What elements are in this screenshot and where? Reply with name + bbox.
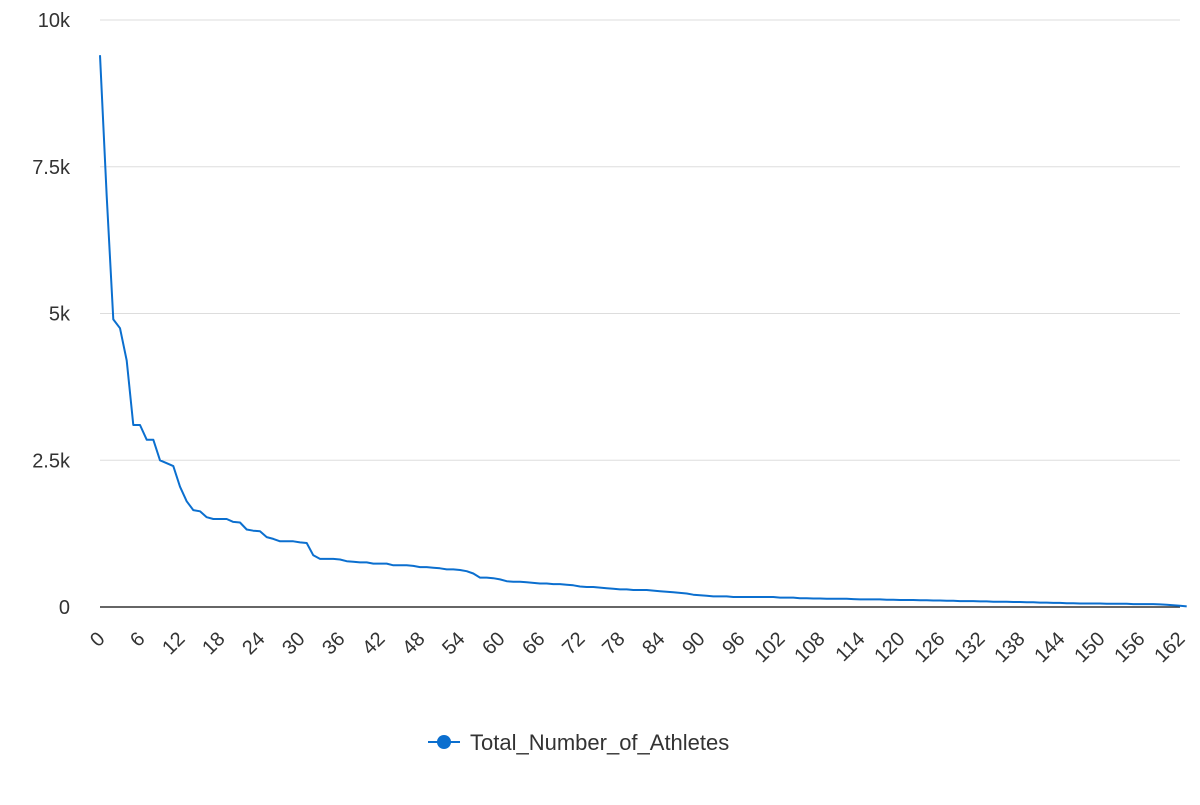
x-tick-label: 150 <box>1070 628 1109 667</box>
legend-label: Total_Number_of_Athletes <box>470 730 729 755</box>
x-tick-label: 120 <box>870 628 909 667</box>
x-tick-label: 60 <box>478 628 509 659</box>
x-tick-label: 96 <box>718 628 749 659</box>
series-line-total-number-of-athletes[interactable] <box>99 55 1187 608</box>
x-tick-label: 162 <box>1150 628 1189 667</box>
y-tick-label: 0 <box>59 597 70 619</box>
y-axis-ticks: 0 2.5k 5k 7.5k 10k <box>32 10 71 619</box>
series-layer <box>99 55 1187 608</box>
x-tick-label: 102 <box>750 628 789 667</box>
x-tick-label: 84 <box>638 628 669 659</box>
x-tick-label: 18 <box>198 628 229 659</box>
x-tick-label: 54 <box>438 628 469 659</box>
x-tick-label: 36 <box>318 628 349 659</box>
x-tick-label: 30 <box>278 628 309 659</box>
x-tick-label: 90 <box>678 628 709 659</box>
x-tick-label: 12 <box>158 628 189 659</box>
x-tick-label: 24 <box>238 628 269 659</box>
y-tick-label: 10k <box>38 10 71 32</box>
y-tick-label: 5k <box>49 304 71 326</box>
legend-marker-icon <box>437 735 451 749</box>
x-tick-label: 144 <box>1030 628 1069 667</box>
x-tick-label: 42 <box>358 628 389 659</box>
x-tick-label: 0 <box>86 628 109 651</box>
x-axis-ticks: 0 6 12 18 24 30 36 42 48 54 60 66 72 78 84 90 96 102 108 11… <box>86 628 1189 667</box>
x-tick-label: 114 <box>831 628 869 666</box>
x-tick-label: 78 <box>598 628 629 659</box>
grid-lines <box>100 19 1180 461</box>
x-tick-label: 72 <box>558 628 589 659</box>
y-tick-label: 7.5k <box>32 157 71 179</box>
x-tick-label: 126 <box>910 628 949 667</box>
x-tick-label: 156 <box>1110 628 1149 667</box>
x-tick-label: 66 <box>518 628 549 659</box>
x-tick-label: 6 <box>126 628 149 651</box>
x-tick-label: 132 <box>950 628 989 667</box>
y-tick-label: 2.5k <box>32 450 71 472</box>
legend[interactable]: Total_Number_of_Athletes <box>428 730 729 755</box>
x-tick-label: 108 <box>790 628 829 667</box>
x-tick-label: 138 <box>990 628 1029 667</box>
x-tick-label: 48 <box>398 628 429 659</box>
